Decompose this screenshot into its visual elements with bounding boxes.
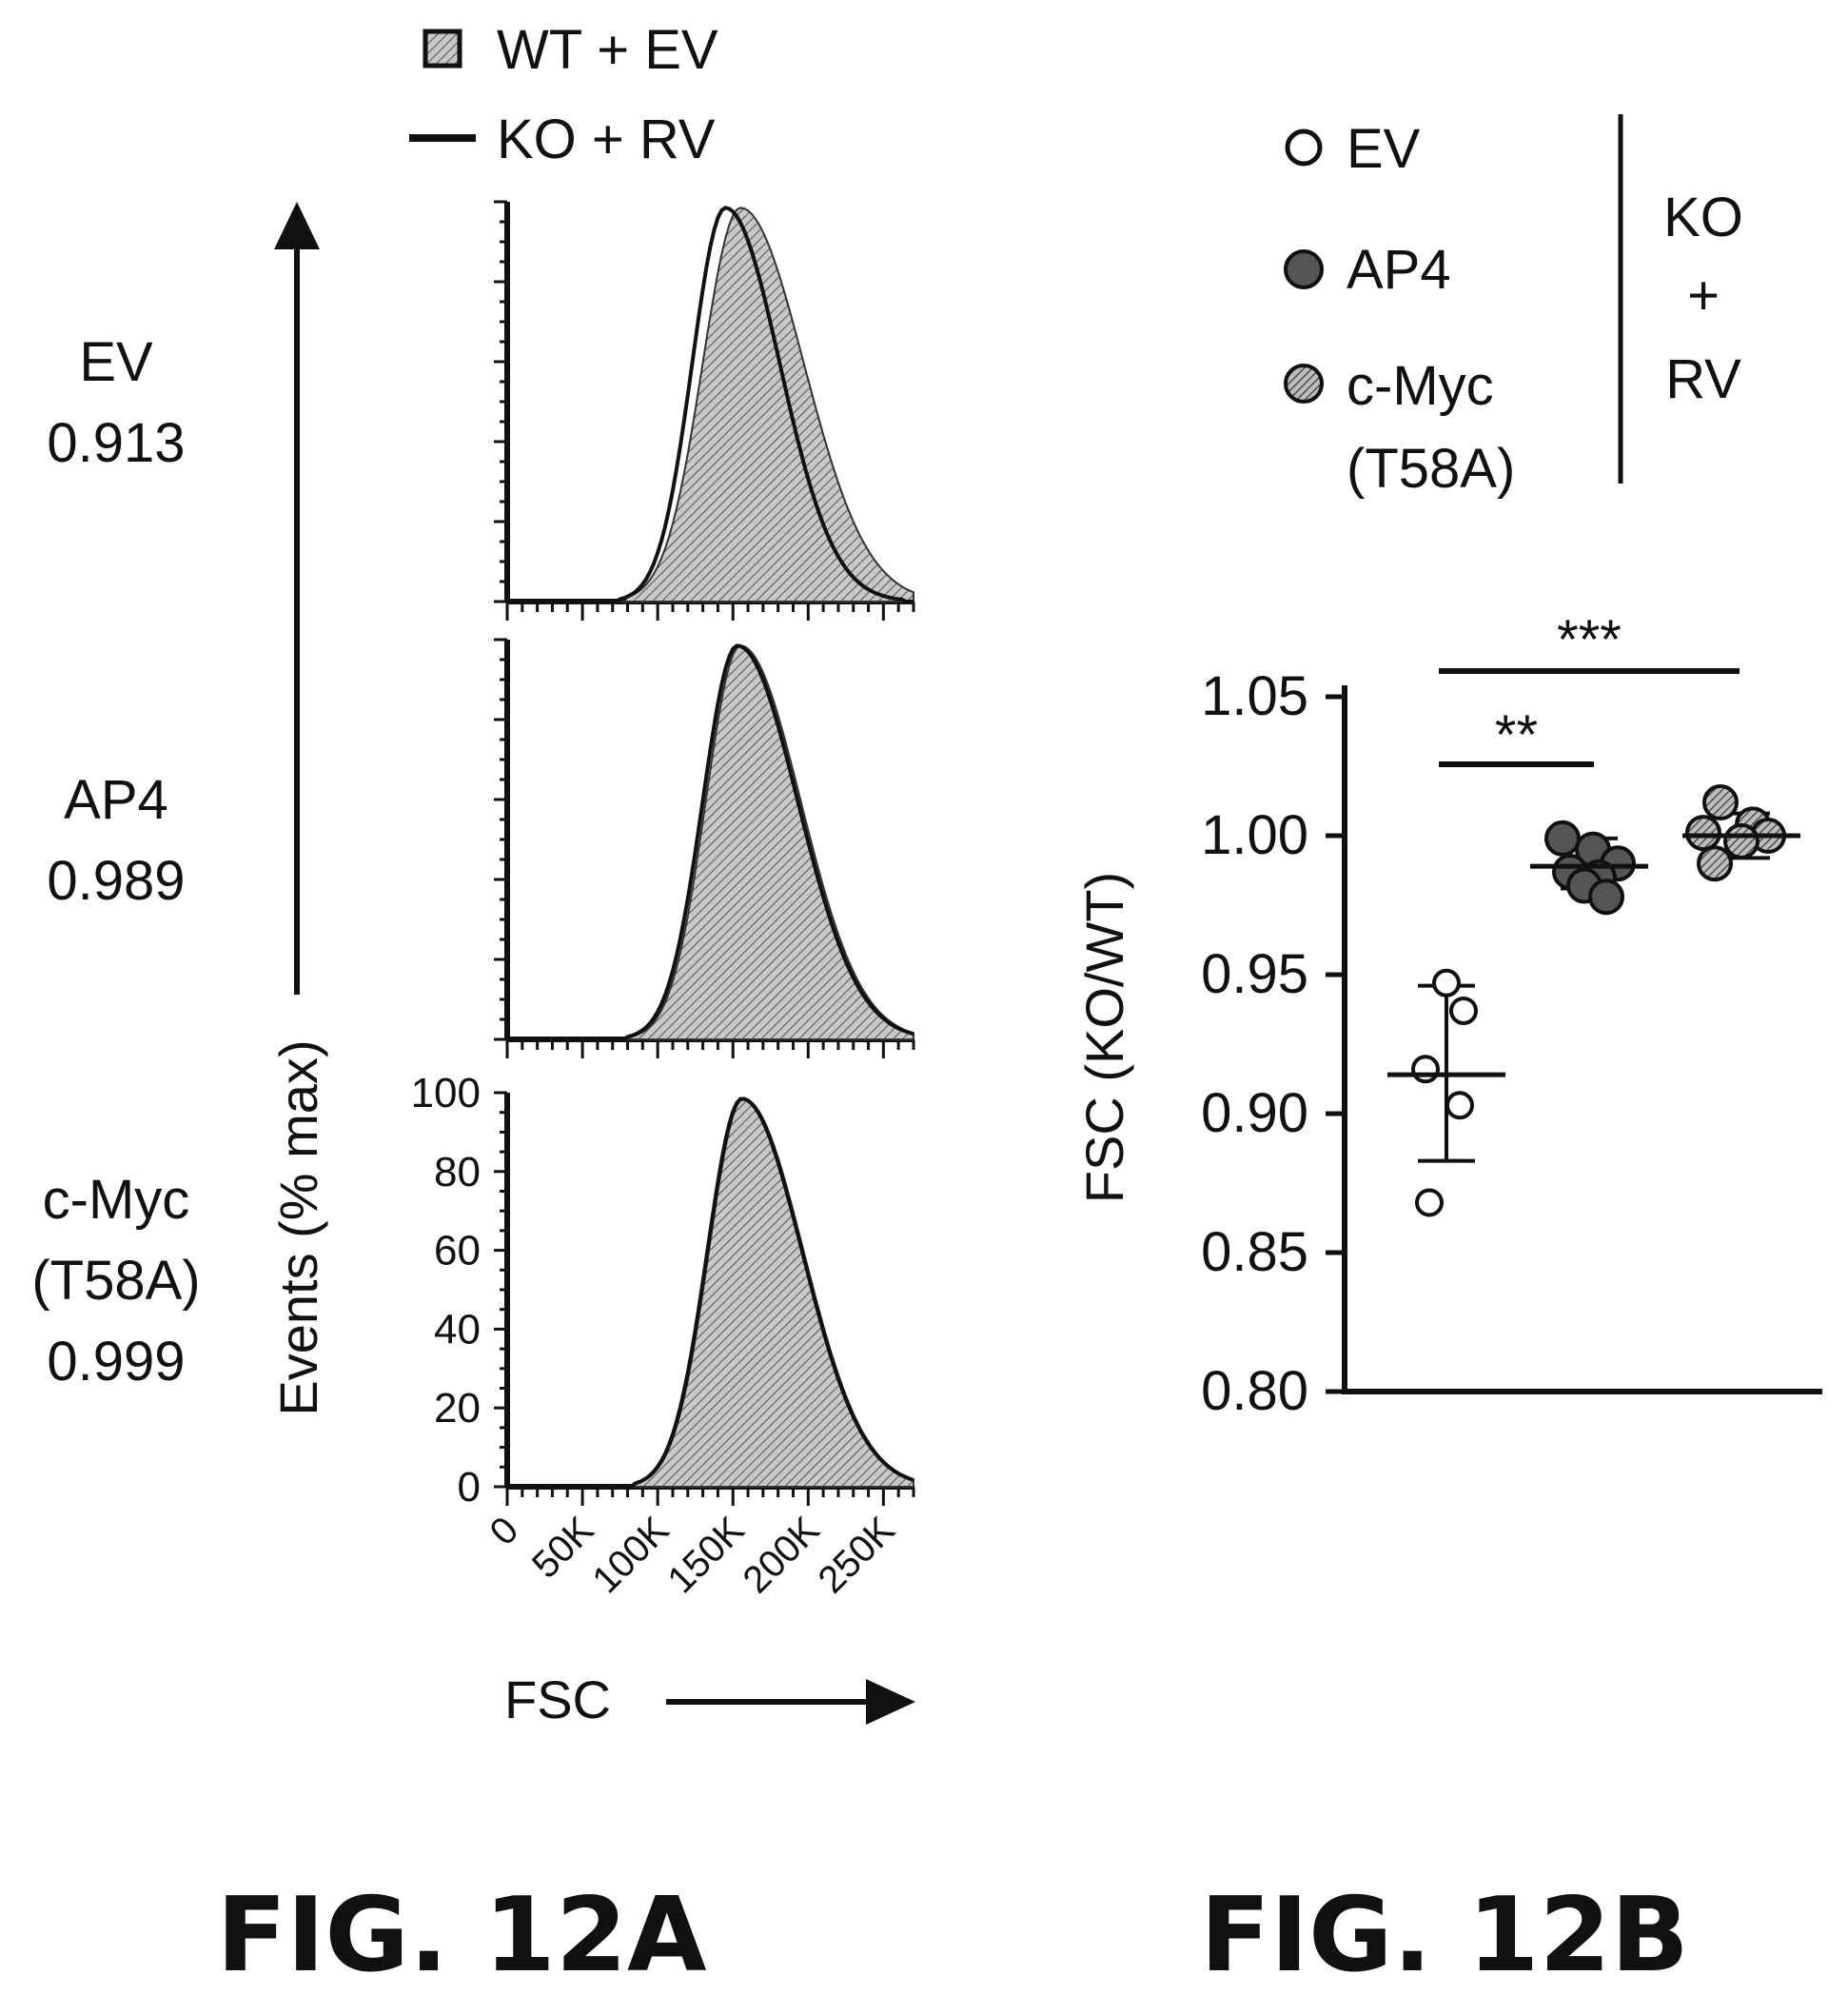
legend-marker-ev [1288, 131, 1320, 164]
scatter-y-tick-label: 0.80 [1201, 1360, 1308, 1422]
significance-label: ** [1495, 704, 1538, 766]
hist-y-tick-label: 0 [458, 1464, 481, 1511]
significance-brackets: ***** [1439, 609, 1740, 766]
scatter-point [1413, 1057, 1438, 1081]
hist-area-wt-ev [507, 645, 914, 1039]
panel-b-y-ticks: 0.80 0.85 0.90 0.95 1.00 1.05 [1201, 665, 1345, 1422]
legend-label-cmyc: c-Myc [1347, 355, 1494, 417]
caption-fig-12b: FIG. 12B [1200, 1876, 1689, 1995]
row-value-ev: 0.913 [47, 412, 185, 474]
scatter-point [1447, 1093, 1472, 1117]
y-arrow [274, 202, 320, 995]
row-label-cmyc-line2: (T58A) [31, 1250, 200, 1312]
histogram-ev [494, 202, 914, 621]
scatter-y-tick-label: 0.90 [1201, 1082, 1308, 1144]
legend-label-ko-rv: KO + RV [497, 109, 716, 170]
scatter-point [1434, 971, 1459, 996]
scatter-point [1725, 825, 1758, 858]
hist-x-tick-label: 150K [659, 1509, 752, 1601]
legend-label-wt-ev: WT + EV [497, 19, 718, 81]
panel-b: EV AP4 c-Myc (T58A) KO + RV 0.80 0.85 0.90… [1074, 114, 1822, 1995]
panel-b-legend: EV AP4 c-Myc (T58A) KO + RV [1286, 114, 1743, 500]
scatter-point [1687, 817, 1720, 849]
hist-area-wt-ev [507, 207, 914, 602]
row-value-cmyc: 0.999 [47, 1331, 185, 1393]
legend-marker-ap4 [1286, 251, 1322, 287]
hist-y-tick-label: 40 [434, 1306, 481, 1353]
row-label-cmyc: c-Myc [43, 1169, 190, 1231]
scatter-y-tick-label: 0.95 [1201, 943, 1308, 1005]
panel-a-legend: WT + EV KO + RV [409, 19, 718, 170]
group-label-line1: KO [1663, 187, 1743, 248]
hist-y-tick-label: 100 [411, 1070, 481, 1116]
row-value-ap4: 0.989 [47, 850, 185, 912]
legend-marker-cmyc [1286, 365, 1322, 402]
hist-x-tick-label: 0 [482, 1509, 527, 1553]
panel-a-x-tick-labels: 020406080100050K100K150K200K250K [411, 1070, 903, 1601]
hist-area-wt-ev [507, 1098, 914, 1487]
legend-label-ev: EV [1347, 118, 1421, 180]
legend-label-ap4: AP4 [1347, 239, 1451, 301]
scatter-point [1546, 822, 1579, 855]
scatter-point [1590, 880, 1622, 913]
scatter-y-tick-label: 1.00 [1201, 804, 1308, 866]
scatter-y-tick-label: 0.85 [1201, 1221, 1308, 1283]
row-labels: EV 0.913 AP4 0.989 c-Myc (T58A) 0.999 [31, 331, 200, 1393]
histograms [494, 202, 914, 1506]
panel-a: WT + EV KO + RV EV 0.913 AP4 0.989 c-Myc… [31, 19, 915, 1995]
group-label-line2: + [1687, 265, 1720, 326]
legend-swatch-wt-ev [425, 31, 460, 66]
legend-label-cmyc-line2: (T58A) [1347, 438, 1515, 500]
panel-a-y-axis-label: Events (% max) [268, 1039, 328, 1415]
scatter-points [1387, 786, 1800, 1215]
row-label-ap4: AP4 [64, 769, 168, 831]
panel-b-y-axis-label: FSC (KO/WT) [1074, 872, 1134, 1203]
panel-a-x-axis-label: FSC [504, 1669, 611, 1729]
hist-x-tick-label: 250K [811, 1509, 903, 1601]
scatter-point [1417, 1190, 1442, 1215]
scatter-point [1704, 786, 1737, 819]
histogram-c-myc-t58a- [494, 1093, 914, 1506]
scatter-group-ap4 [1530, 822, 1648, 913]
scatter-point [1451, 998, 1476, 1023]
scatter-y-tick-label: 1.05 [1201, 665, 1308, 727]
significance-label: *** [1557, 609, 1622, 671]
scatter-group-ev [1387, 971, 1505, 1215]
caption-fig-12a: FIG. 12A [216, 1876, 707, 1995]
scatter-group-c-myc-t58a- [1682, 786, 1800, 879]
hist-y-tick-label: 60 [434, 1228, 481, 1274]
hist-y-tick-label: 80 [434, 1149, 481, 1195]
row-label-ev: EV [79, 331, 153, 393]
histogram-ap4 [494, 640, 914, 1058]
group-label-line3: RV [1665, 348, 1741, 410]
scatter-point [1699, 847, 1731, 879]
x-arrow [666, 1679, 915, 1725]
hist-x-tick-label: 100K [584, 1509, 677, 1601]
hist-x-tick-label: 200K [735, 1509, 827, 1601]
hist-y-tick-label: 20 [434, 1385, 481, 1432]
